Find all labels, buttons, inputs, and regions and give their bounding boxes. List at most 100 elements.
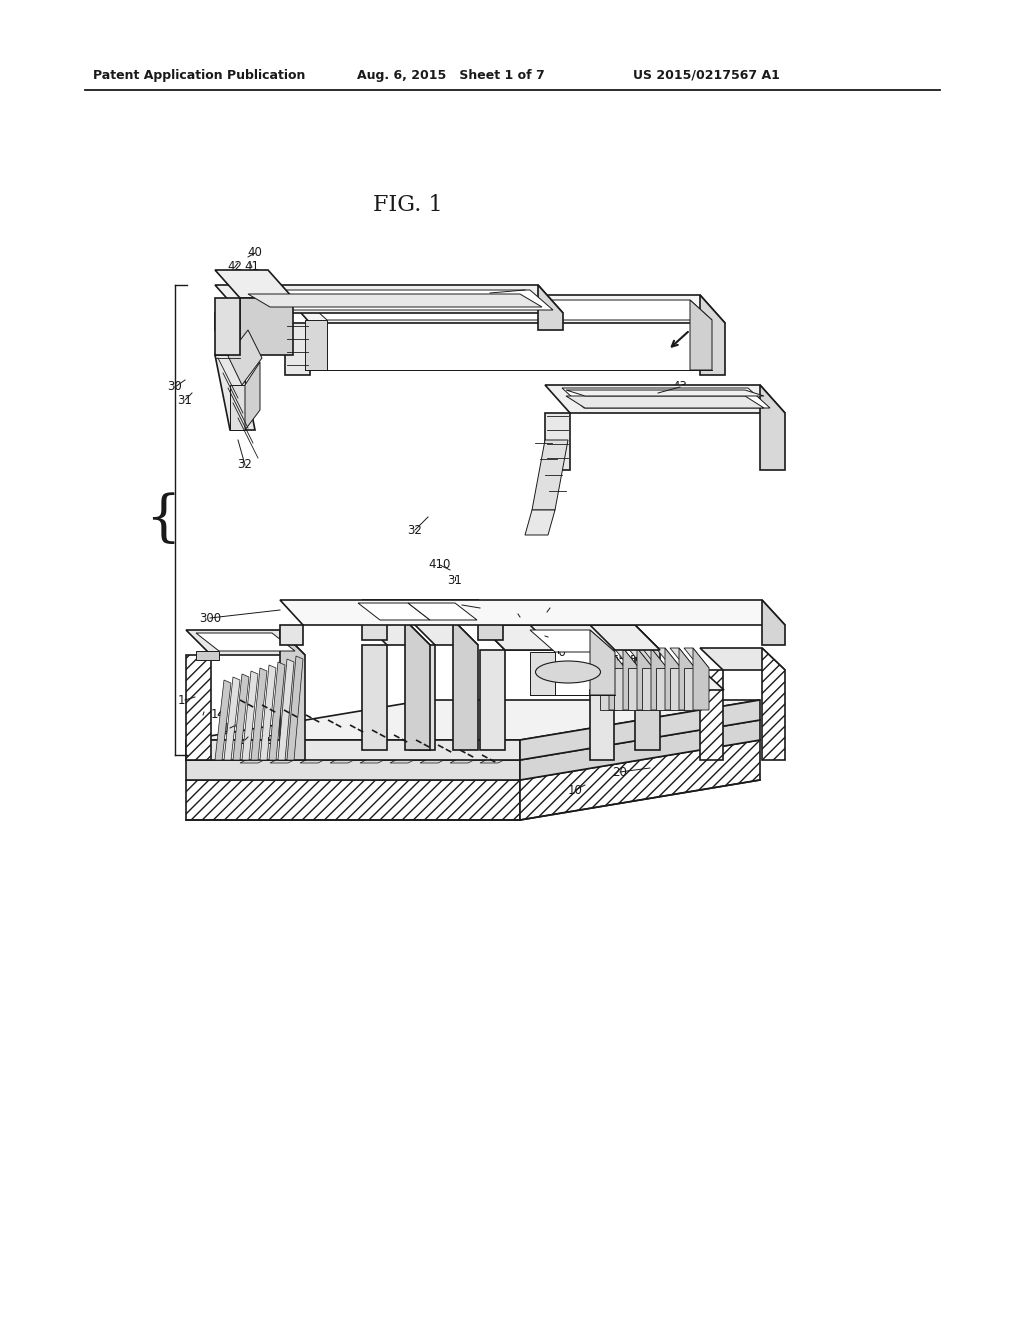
Polygon shape (300, 750, 344, 763)
Polygon shape (532, 440, 568, 510)
Polygon shape (280, 624, 303, 645)
Polygon shape (670, 668, 686, 710)
Text: 32: 32 (238, 458, 253, 471)
Polygon shape (566, 396, 764, 408)
Polygon shape (240, 298, 293, 355)
Polygon shape (538, 285, 563, 330)
Polygon shape (609, 648, 625, 710)
Text: 31: 31 (447, 573, 463, 586)
Text: 300: 300 (199, 611, 221, 624)
Polygon shape (358, 603, 430, 620)
Polygon shape (590, 690, 614, 760)
Polygon shape (270, 750, 314, 763)
Polygon shape (186, 741, 520, 760)
Text: 15: 15 (196, 709, 211, 722)
Text: Aug. 6, 2015   Sheet 1 of 7: Aug. 6, 2015 Sheet 1 of 7 (357, 69, 545, 82)
Polygon shape (362, 645, 387, 750)
Text: 32: 32 (408, 524, 423, 536)
Polygon shape (362, 622, 387, 640)
Text: 55: 55 (610, 653, 626, 667)
Polygon shape (305, 300, 712, 319)
Polygon shape (762, 648, 785, 760)
Polygon shape (305, 319, 327, 370)
Polygon shape (480, 649, 505, 750)
Text: 12: 12 (222, 722, 238, 734)
Text: 11: 11 (238, 734, 253, 747)
Polygon shape (760, 385, 785, 470)
Polygon shape (590, 624, 660, 649)
Polygon shape (656, 648, 681, 668)
Text: Patent Application Publication: Patent Application Publication (93, 69, 305, 82)
Polygon shape (362, 620, 430, 645)
Text: 120: 120 (469, 602, 492, 615)
Polygon shape (670, 648, 695, 668)
Text: 43: 43 (673, 380, 687, 393)
Polygon shape (600, 648, 625, 668)
Polygon shape (700, 648, 785, 671)
Polygon shape (642, 648, 667, 668)
Polygon shape (480, 624, 660, 649)
Polygon shape (248, 294, 542, 308)
Text: 70: 70 (551, 647, 565, 660)
Text: I: I (697, 313, 702, 327)
Polygon shape (520, 719, 760, 780)
Polygon shape (215, 285, 563, 313)
Polygon shape (525, 510, 555, 535)
Polygon shape (269, 663, 285, 760)
Polygon shape (410, 620, 478, 645)
Polygon shape (637, 648, 653, 710)
Polygon shape (362, 601, 503, 622)
Text: {: { (145, 492, 180, 548)
Polygon shape (240, 750, 284, 763)
Polygon shape (590, 668, 724, 690)
Polygon shape (693, 648, 709, 710)
Polygon shape (280, 601, 785, 624)
Polygon shape (480, 624, 555, 649)
Text: 31: 31 (177, 393, 193, 407)
Polygon shape (566, 389, 764, 396)
Polygon shape (186, 780, 520, 820)
Polygon shape (260, 665, 276, 760)
Polygon shape (196, 651, 219, 660)
Polygon shape (453, 620, 478, 750)
Polygon shape (545, 385, 785, 413)
Polygon shape (215, 313, 240, 330)
Polygon shape (700, 294, 725, 375)
Polygon shape (215, 298, 240, 355)
Polygon shape (600, 668, 616, 710)
Polygon shape (545, 413, 570, 470)
Polygon shape (665, 648, 681, 710)
Polygon shape (242, 671, 258, 760)
Polygon shape (684, 648, 709, 668)
Polygon shape (280, 630, 305, 760)
Polygon shape (684, 668, 700, 710)
Polygon shape (360, 750, 404, 763)
Polygon shape (700, 671, 723, 760)
Polygon shape (614, 668, 630, 710)
Polygon shape (530, 652, 555, 696)
Polygon shape (410, 645, 435, 750)
Text: 90: 90 (513, 610, 527, 623)
Polygon shape (520, 700, 760, 760)
Text: 42: 42 (227, 260, 243, 273)
Polygon shape (562, 388, 770, 408)
Polygon shape (762, 601, 785, 645)
Polygon shape (656, 668, 672, 710)
Polygon shape (215, 680, 231, 760)
Polygon shape (186, 719, 760, 760)
Polygon shape (614, 648, 639, 668)
Polygon shape (233, 675, 249, 760)
Polygon shape (215, 355, 255, 430)
Polygon shape (230, 385, 245, 430)
Polygon shape (690, 300, 712, 370)
Polygon shape (450, 750, 494, 763)
Polygon shape (628, 648, 653, 668)
Polygon shape (251, 668, 267, 760)
Polygon shape (330, 750, 374, 763)
Polygon shape (215, 271, 293, 298)
Polygon shape (406, 620, 430, 750)
Polygon shape (530, 630, 615, 652)
Text: FIG. 1: FIG. 1 (373, 194, 442, 216)
Text: 30: 30 (168, 380, 182, 393)
Text: 33: 33 (517, 284, 532, 297)
